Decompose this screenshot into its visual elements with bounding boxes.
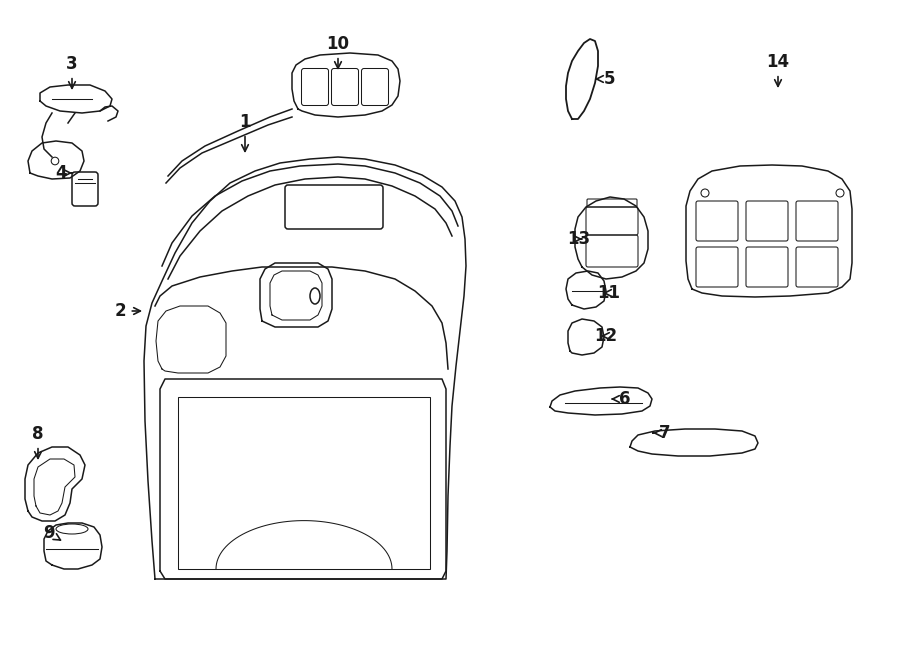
Text: 7: 7 [652,424,670,442]
Text: 4: 4 [55,164,72,182]
Text: 13: 13 [567,230,590,248]
Text: 9: 9 [43,524,60,542]
Text: 12: 12 [594,327,617,345]
Text: 3: 3 [67,55,77,89]
Text: 6: 6 [612,390,630,408]
Text: 11: 11 [597,284,620,302]
Text: 1: 1 [239,113,251,151]
Text: 2: 2 [115,302,140,320]
Text: 8: 8 [32,425,44,458]
Text: 5: 5 [597,70,615,88]
Text: 10: 10 [327,35,349,68]
Text: 14: 14 [767,53,789,87]
Bar [178,397,430,569]
